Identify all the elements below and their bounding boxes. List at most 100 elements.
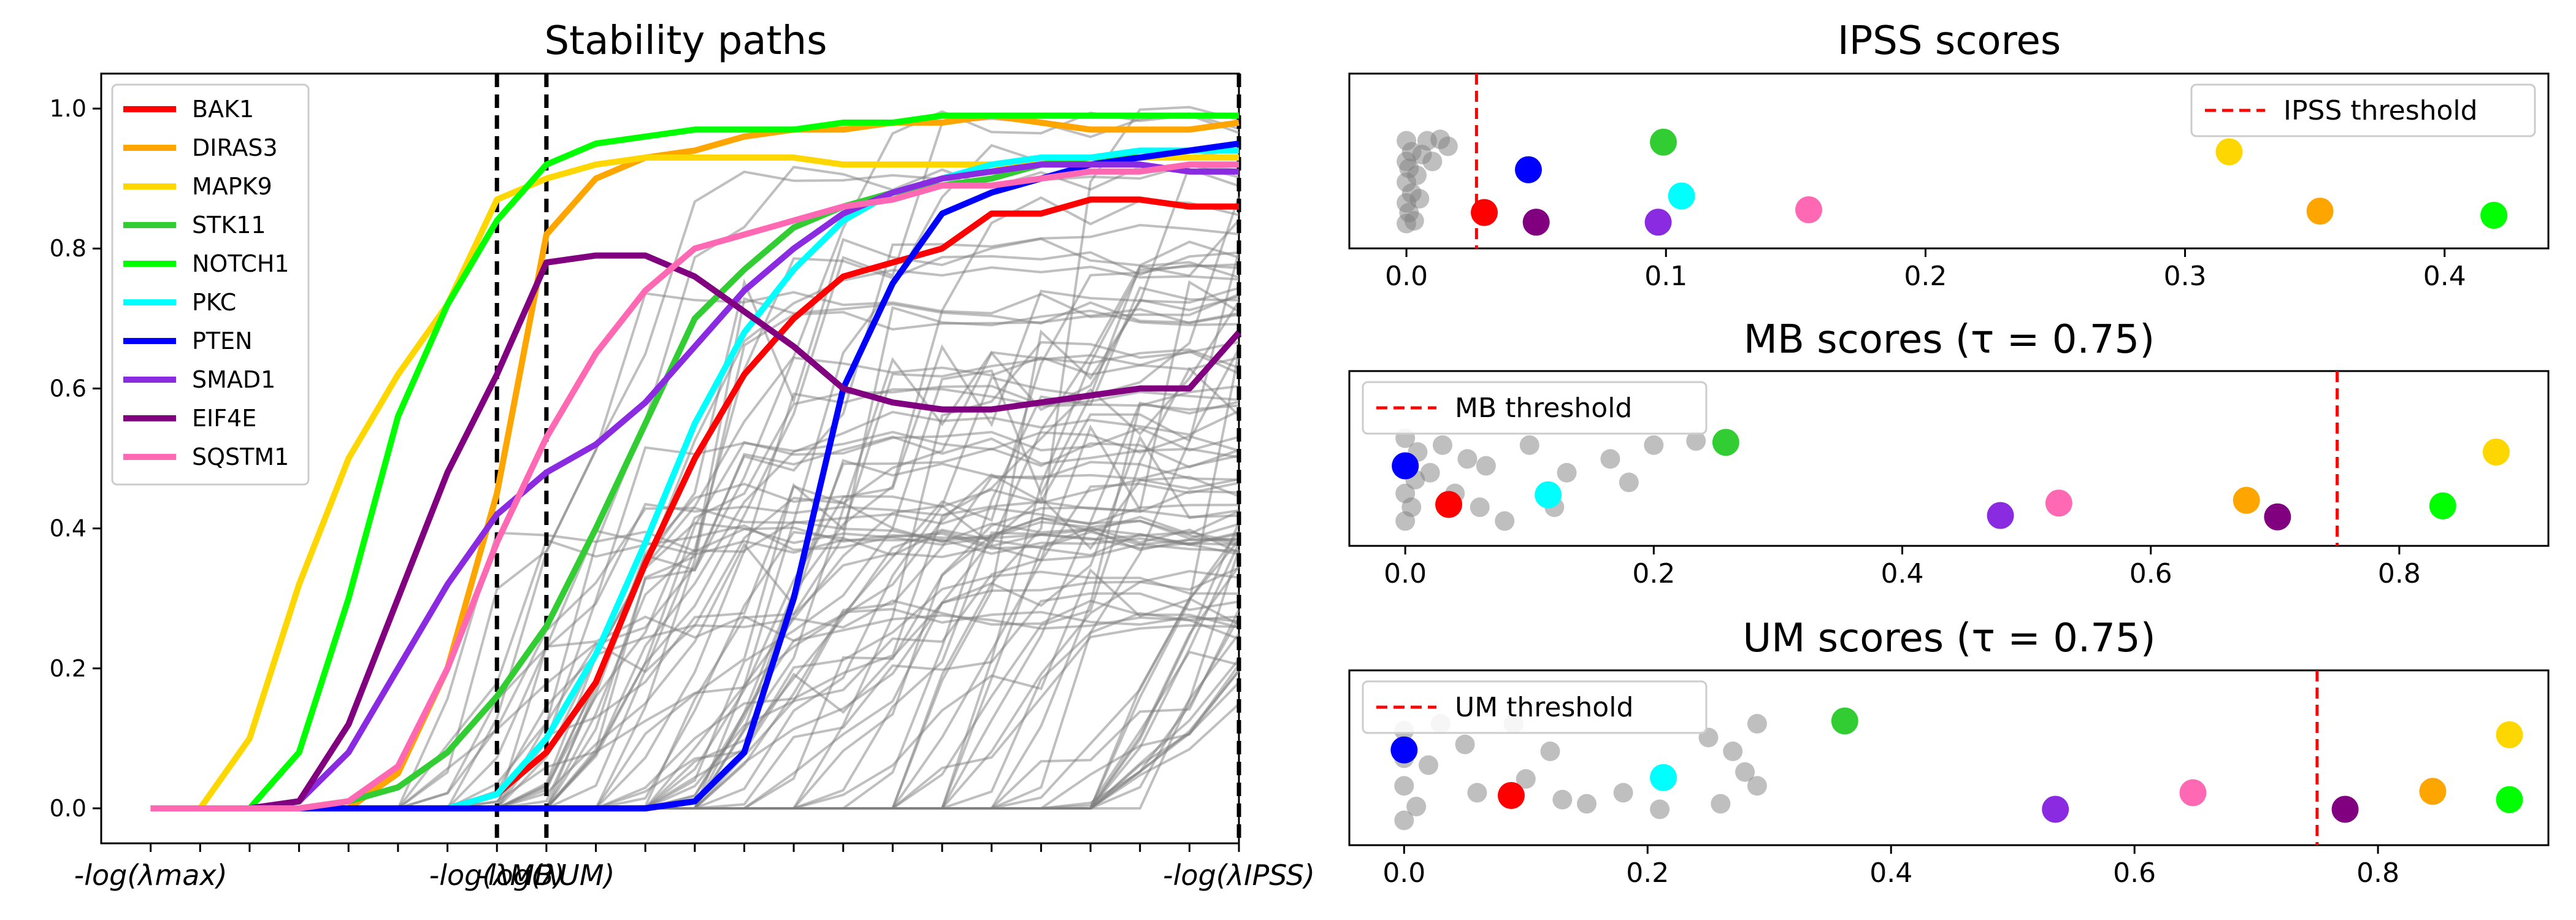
background-point — [1422, 151, 1443, 172]
x-tick-label: 0.4 — [1881, 558, 1924, 589]
x-tick-label: -log(λmax) — [74, 859, 228, 892]
point-pkc — [1650, 764, 1677, 791]
point-notch1 — [2496, 786, 2523, 813]
point-sqstm1 — [1795, 196, 1822, 223]
background-point — [1467, 783, 1487, 803]
legend-label-pten: PTEN — [192, 328, 253, 355]
y-tick-label: 0.4 — [50, 515, 86, 542]
point-sqstm1 — [2179, 779, 2207, 807]
legend-box — [1362, 381, 1708, 435]
background-point — [1735, 762, 1755, 782]
stability-paths-title: Stability paths — [544, 18, 827, 64]
background-point — [1613, 783, 1633, 803]
x-tick-label: -log(λMB) — [429, 859, 565, 892]
background-point — [1432, 435, 1452, 455]
background-point — [1747, 714, 1767, 734]
background-point — [1747, 776, 1767, 796]
background-point — [1686, 431, 1706, 451]
background-point — [1711, 794, 1731, 814]
series-line-sqstm1 — [150, 161, 1239, 811]
background-point — [1419, 755, 1439, 775]
mb-legend: MB threshold — [1362, 381, 1708, 435]
mb-scores-title: MB scores (τ = 0.75) — [1744, 317, 2155, 362]
x-tick-label: 0.0 — [1385, 261, 1428, 292]
mb-points — [1392, 371, 2510, 546]
legend-threshold-label: MB threshold — [1455, 393, 1632, 424]
point-pten — [1514, 156, 1542, 183]
point-stk11 — [1712, 429, 1739, 456]
background-point — [1600, 449, 1620, 469]
background-point — [1401, 497, 1422, 517]
point-bak1 — [1435, 491, 1463, 518]
point-pkc — [1535, 481, 1562, 508]
point-eif4e — [2264, 503, 2291, 531]
mb-scores-panel: MB scores (τ = 0.75) MB threshold 0.0 0.2… — [1348, 317, 2550, 589]
y-tick-label: 0.6 — [50, 375, 86, 402]
y-tick-label: 0.2 — [50, 655, 86, 682]
background-point — [1540, 742, 1560, 761]
background-point — [1552, 789, 1573, 810]
background-point — [1644, 435, 1664, 455]
um-legend: UM threshold — [1362, 680, 1708, 734]
legend-label-bak1: BAK1 — [192, 96, 254, 123]
legend-box — [1362, 680, 1708, 734]
point-mapk9 — [2496, 721, 2523, 748]
legend-label-notch1: NOTCH1 — [192, 250, 289, 277]
point-mapk9 — [2215, 138, 2243, 166]
ipss-x-axis: 0.0 0.1 0.2 0.3 0.4 — [1385, 248, 2466, 292]
x-tick-label: 0.2 — [1632, 558, 1675, 589]
background-point — [1394, 776, 1414, 796]
highlighted-paths — [150, 112, 1241, 811]
um-x-axis: 0.0 0.2 0.4 0.6 0.8 — [1382, 845, 2399, 889]
x-tick-label: 0.6 — [2129, 558, 2172, 589]
legend-label-pkc: PKC — [192, 289, 236, 316]
background-point — [1409, 189, 1430, 209]
y-tick-label: 1.0 — [50, 95, 86, 122]
background-point — [1516, 769, 1536, 789]
y-axis: 0.0 0.2 0.4 0.6 0.8 1.0 — [50, 95, 101, 822]
point-diras3 — [2419, 778, 2447, 805]
point-smad1 — [2042, 795, 2069, 823]
x-tick-label: 0.6 — [2113, 857, 2156, 889]
background-point — [1406, 797, 1427, 816]
background-point — [1470, 497, 1490, 517]
stability-paths-panel: Stability paths 0.0 0.2 0.4 0.6 0.8 1.0 -log(… — [50, 18, 1315, 892]
ipss-scores-panel: IPSS scores IPSS threshold 0.0 0.1 0.2 0.3 0… — [1348, 18, 2550, 292]
point-smad1 — [1987, 502, 2014, 529]
y-tick-label: 0.0 — [50, 795, 86, 822]
legend-label-smad1: SMAD1 — [192, 366, 275, 393]
background-point — [1495, 511, 1515, 531]
series-line-notch1 — [150, 112, 1239, 811]
legend-label-stk11: STK11 — [192, 212, 266, 239]
point-eif4e — [2331, 795, 2359, 823]
um-scores-panel: UM scores (τ = 0.75) UM threshold 0.0 0.2… — [1348, 616, 2550, 889]
um-scores-title: UM scores (τ = 0.75) — [1742, 616, 2155, 661]
background-point — [1404, 211, 1424, 231]
point-bak1 — [1497, 782, 1525, 809]
point-pten — [1392, 452, 1419, 480]
background-point — [1650, 799, 1670, 819]
x-tick-label: 0.0 — [1382, 857, 1425, 889]
background-point — [1420, 462, 1440, 483]
background-point — [1438, 136, 1458, 156]
point-pkc — [1668, 182, 1695, 210]
background-point — [1407, 165, 1427, 185]
background-point — [1476, 456, 1496, 476]
stability-legend: BAK1 DIRAS3 MAPK9 STK11 NOTCH1 PKC PTEN SMAD1 EI… — [111, 83, 310, 486]
legend-threshold-label: UM threshold — [1455, 692, 1633, 723]
series-line-smad1 — [150, 161, 1239, 811]
point-diras3 — [2306, 197, 2334, 225]
background-point — [1723, 742, 1743, 761]
x-axis: -log(λmax) -log(λMB)-log(λUM) -log(λIPSS) — [74, 843, 1315, 892]
x-tick-label: 0.4 — [1869, 857, 1912, 889]
ipss-legend: IPSS threshold — [2190, 83, 2536, 137]
legend-threshold-label: IPSS threshold — [2283, 95, 2478, 126]
background-point — [1394, 810, 1414, 830]
point-notch1 — [2429, 492, 2456, 519]
point-stk11 — [1650, 128, 1677, 156]
point-notch1 — [2480, 202, 2508, 229]
series-line-eif4e — [150, 252, 1241, 811]
ipss-points — [1397, 74, 2508, 248]
legend-label-eif4e: EIF4E — [192, 405, 256, 432]
